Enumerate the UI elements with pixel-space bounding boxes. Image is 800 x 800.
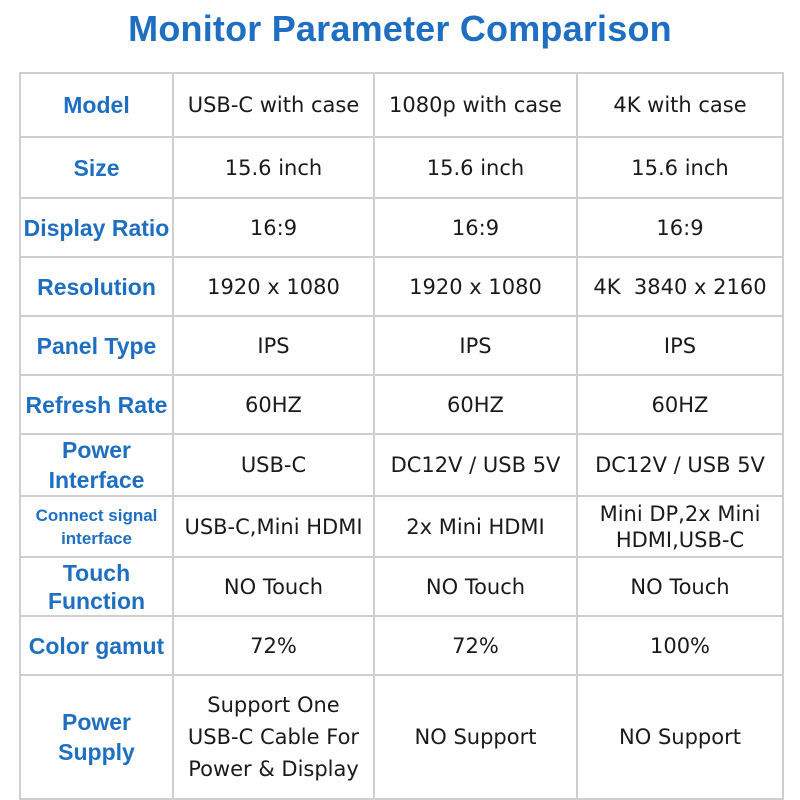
- header-1080p-with-case: 1080p with case: [373, 72, 578, 138]
- cell-signal-usbc: USB-C,Mini HDMI: [172, 495, 375, 558]
- row-label-size: Size: [19, 136, 174, 199]
- cell-resolution-usbc: 1920 x 1080: [172, 256, 375, 317]
- row-label-power-supply: Power Supply: [19, 674, 174, 800]
- page-title: Monitor Parameter Comparison: [128, 8, 672, 49]
- table-row-connect-signal: Connect signal interface USB-C,Mini HDMI…: [19, 495, 784, 558]
- cell-resolution-1080p: 1920 x 1080: [373, 256, 578, 317]
- row-label-touch-function: Touch Function: [19, 556, 174, 617]
- cell-resolution-4k: 4K 3840 x 2160: [576, 256, 784, 317]
- table-row-resolution: Resolution 1920 x 1080 1920 x 1080 4K 38…: [19, 256, 784, 317]
- cell-touch-usbc: NO Touch: [172, 556, 375, 617]
- row-label-power-interface: Power Interface: [19, 433, 174, 497]
- table-header-row: Model USB-C with case 1080p with case 4K…: [19, 72, 784, 138]
- cell-size-1080p: 15.6 inch: [373, 136, 578, 199]
- table-row-power-interface: Power Interface USB-C DC12V / USB 5V DC1…: [19, 433, 784, 497]
- row-label-resolution: Resolution: [19, 256, 174, 317]
- cell-ratio-usbc: 16:9: [172, 197, 375, 258]
- row-label-panel-type: Panel Type: [19, 315, 174, 376]
- row-label-refresh-rate: Refresh Rate: [19, 374, 174, 435]
- table-row-panel-type: Panel Type IPS IPS IPS: [19, 315, 784, 376]
- cell-supply-1080p: NO Support: [373, 674, 578, 800]
- cell-power-interface-4k: DC12V / USB 5V: [576, 433, 784, 497]
- cell-ratio-4k: 16:9: [576, 197, 784, 258]
- cell-panel-usbc: IPS: [172, 315, 375, 376]
- cell-gamut-usbc: 72%: [172, 615, 375, 676]
- table-row-power-supply: Power Supply Support One USB-C Cable For…: [19, 674, 784, 800]
- cell-signal-1080p: 2x Mini HDMI: [373, 495, 578, 558]
- header-usb-c-with-case: USB-C with case: [172, 72, 375, 138]
- cell-gamut-1080p: 72%: [373, 615, 578, 676]
- cell-panel-1080p: IPS: [373, 315, 578, 376]
- cell-refresh-1080p: 60HZ: [373, 374, 578, 435]
- table-row-refresh-rate: Refresh Rate 60HZ 60HZ 60HZ: [19, 374, 784, 435]
- cell-refresh-4k: 60HZ: [576, 374, 784, 435]
- table-row-display-ratio: Display Ratio 16:9 16:9 16:9: [19, 197, 784, 258]
- cell-power-interface-1080p: DC12V / USB 5V: [373, 433, 578, 497]
- header-model: Model: [19, 72, 174, 138]
- row-label-connect-signal: Connect signal interface: [19, 495, 174, 558]
- cell-size-usbc: 15.6 inch: [172, 136, 375, 199]
- cell-touch-1080p: NO Touch: [373, 556, 578, 617]
- cell-size-4k: 15.6 inch: [576, 136, 784, 199]
- row-label-display-ratio: Display Ratio: [19, 197, 174, 258]
- table-row-color-gamut: Color gamut 72% 72% 100%: [19, 615, 784, 676]
- comparison-table: Model USB-C with case 1080p with case 4K…: [19, 72, 784, 800]
- cell-touch-4k: NO Touch: [576, 556, 784, 617]
- cell-gamut-4k: 100%: [576, 615, 784, 676]
- cell-supply-usbc: Support One USB-C Cable For Power & Disp…: [172, 674, 375, 800]
- table-row-touch-function: Touch Function NO Touch NO Touch NO Touc…: [19, 556, 784, 617]
- cell-signal-4k: Mini DP,2x Mini HDMI,USB-C: [576, 495, 784, 558]
- cell-ratio-1080p: 16:9: [373, 197, 578, 258]
- row-label-color-gamut: Color gamut: [19, 615, 174, 676]
- cell-supply-4k: NO Support: [576, 674, 784, 800]
- cell-refresh-usbc: 60HZ: [172, 374, 375, 435]
- header-4k-with-case: 4K with case: [576, 72, 784, 138]
- table-row-size: Size 15.6 inch 15.6 inch 15.6 inch: [19, 136, 784, 199]
- cell-panel-4k: IPS: [576, 315, 784, 376]
- cell-power-interface-usbc: USB-C: [172, 433, 375, 497]
